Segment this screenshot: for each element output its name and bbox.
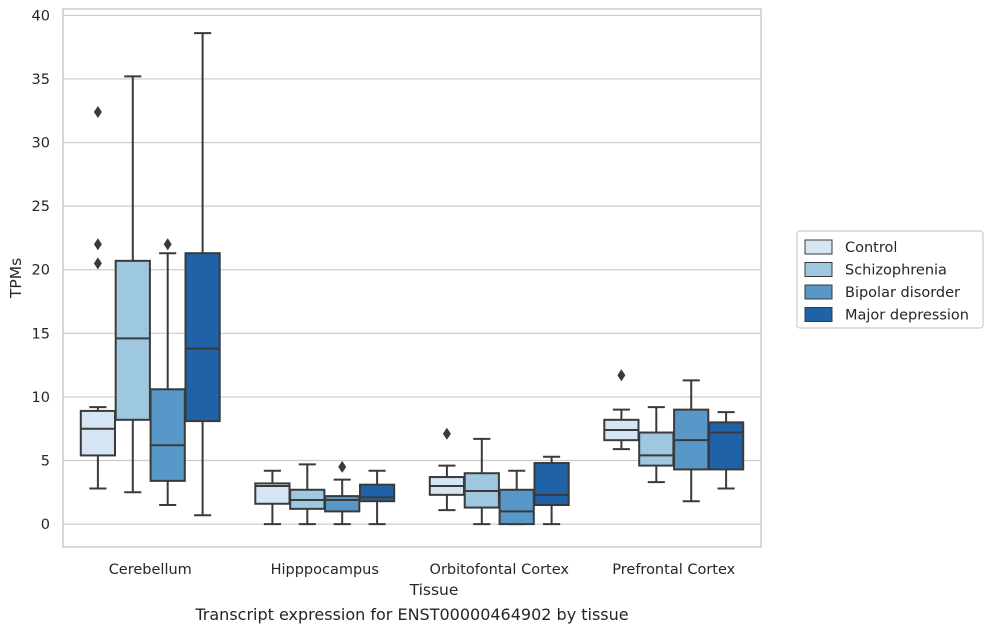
x-axis-label: Tissue	[409, 581, 459, 599]
box-2-3	[533, 455, 570, 526]
legend-frame	[796, 230, 984, 329]
box-1-1	[289, 463, 326, 526]
legend-label: Control	[845, 240, 897, 256]
x-tick-label: Cerebellum	[109, 562, 192, 578]
boxes	[79, 32, 745, 526]
box-iqr	[358, 483, 396, 503]
box-2-2	[498, 469, 535, 526]
x-tick-label: Prefrontal Cortex	[612, 562, 735, 578]
legend-label: Schizophrenia	[845, 263, 947, 279]
legend-label: Bipolar disorder	[845, 285, 960, 301]
box-iqr	[184, 252, 221, 423]
box-1-2	[324, 460, 361, 526]
box-0-3	[184, 32, 221, 517]
y-tick-label: 10	[32, 390, 50, 406]
y-tick-label: 15	[32, 326, 50, 342]
x-tick-label: Orbitofontal Cortex	[430, 562, 570, 578]
outlier-point	[93, 238, 102, 251]
y-tick-label: 0	[41, 517, 50, 533]
legend-swatch	[804, 262, 833, 277]
outlier-point	[442, 427, 451, 440]
legend: Control Schizophrenia Bipolar disorder Majo…	[796, 230, 984, 329]
y-tick-label: 30	[32, 136, 50, 152]
box-iqr	[533, 462, 570, 507]
box-1-3	[358, 469, 396, 526]
box-0-1	[114, 75, 151, 494]
box-iqr	[149, 388, 186, 482]
y-tick-label: 35	[32, 72, 50, 88]
y-tick-label: 5	[41, 454, 50, 470]
y-tick-label: 20	[32, 263, 50, 279]
box-2-0	[428, 427, 466, 512]
box-3-2	[673, 379, 710, 503]
outlier-point	[93, 106, 102, 119]
box-iqr	[498, 488, 535, 526]
plot-frame	[62, 8, 762, 548]
outlier-point	[93, 257, 102, 270]
legend-swatch	[804, 307, 833, 322]
box-iqr	[324, 495, 361, 513]
box-3-0	[603, 369, 640, 451]
box-iqr	[707, 421, 745, 471]
box-iqr	[638, 431, 675, 467]
y-tick-label: 25	[32, 199, 50, 215]
x-tick-label: Hipppocampus	[271, 562, 379, 578]
y-tick-labels: 0 5 10 15 20 25 30 35 40	[32, 8, 50, 533]
box-1-0	[254, 469, 291, 526]
box-2-1	[463, 437, 500, 526]
box-3-1	[638, 406, 675, 484]
box-iqr	[114, 259, 151, 421]
legend-swatch	[804, 284, 833, 300]
legend-swatch	[804, 239, 833, 255]
figure-caption: Transcript expression for ENST0000046490…	[195, 605, 629, 624]
x-tick-labels: Cerebellum Hipppocampus Orbitofontal Corte…	[109, 562, 736, 578]
outlier-point	[338, 460, 347, 473]
box-3-3	[707, 411, 745, 490]
outlier-point	[163, 238, 172, 251]
legend-label: Major depression	[845, 308, 969, 324]
box-0-2	[149, 238, 186, 507]
box-0-0	[79, 106, 117, 490]
box-iqr	[79, 409, 117, 457]
y-tick-label: 40	[32, 8, 50, 24]
outlier-point	[617, 369, 626, 382]
y-axis-label: TPMs	[7, 258, 25, 299]
